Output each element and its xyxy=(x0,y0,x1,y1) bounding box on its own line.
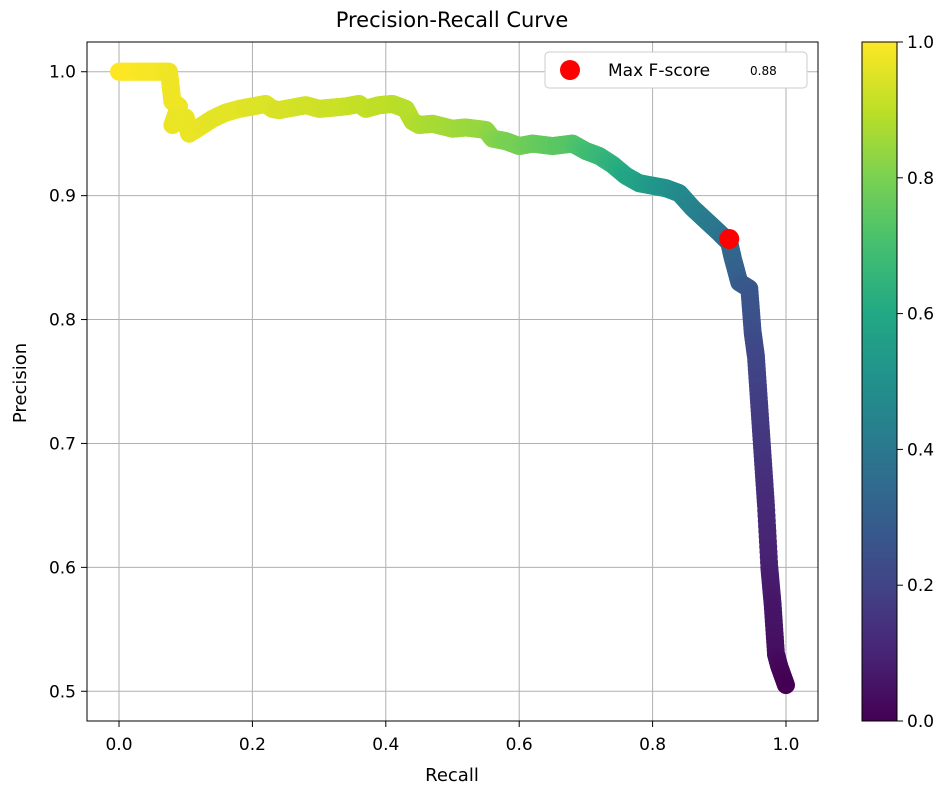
x-tick-label: 0.6 xyxy=(506,735,533,755)
colorbar-ticks: 0.0 0.2 0.4 0.6 0.8 1.0 xyxy=(897,33,934,732)
y-tick-label: 0.5 xyxy=(49,682,76,702)
chart-title: Precision-Recall Curve xyxy=(336,8,569,32)
x-tick-label: 1.0 xyxy=(772,735,799,755)
curve-point xyxy=(776,676,795,695)
legend-box xyxy=(544,51,808,89)
y-tick-label: 1.0 xyxy=(49,63,76,83)
colorbar: 0.0 0.2 0.4 0.6 0.8 1.0 xyxy=(861,33,934,732)
y-axis-label: Precision xyxy=(10,343,31,423)
colorbar-tick-label: 0.6 xyxy=(907,305,934,325)
legend-label-max-f-score: Max F-score xyxy=(608,61,710,81)
precision-recall-curve xyxy=(110,62,795,695)
legend-marker-max-f-score xyxy=(560,60,580,80)
x-axis-label: Recall xyxy=(425,765,479,786)
colorbar-gradient xyxy=(861,41,898,722)
colorbar-tick-label: 0.2 xyxy=(907,576,934,596)
y-axis-ticks: 0.5 0.6 0.7 0.8 0.9 1.0 xyxy=(49,63,87,702)
grid-lines xyxy=(87,42,818,721)
x-tick-label: 0.0 xyxy=(105,735,132,755)
max-f-score-marker xyxy=(719,229,740,250)
x-tick-label: 0.4 xyxy=(372,735,399,755)
colorbar-tick-label: 1.0 xyxy=(907,33,934,53)
x-tick-label: 0.2 xyxy=(239,735,266,755)
colorbar-tick-label: 0.0 xyxy=(907,712,934,732)
x-axis-ticks: 0.0 0.2 0.4 0.6 0.8 1.0 xyxy=(105,721,800,755)
colorbar-tick-label: 0.4 xyxy=(907,440,934,460)
plot-background xyxy=(87,42,818,721)
legend-annotation-value: 0.88 xyxy=(750,64,777,78)
legend: Max F-score 0.88 xyxy=(544,51,808,89)
x-tick-label: 0.8 xyxy=(639,735,666,755)
plot-frame xyxy=(86,41,819,722)
y-tick-label: 0.6 xyxy=(49,558,76,578)
y-tick-label: 0.8 xyxy=(49,311,76,331)
colorbar-tick-label: 0.8 xyxy=(907,169,934,189)
y-tick-label: 0.7 xyxy=(49,434,76,454)
y-tick-label: 0.9 xyxy=(49,187,76,207)
